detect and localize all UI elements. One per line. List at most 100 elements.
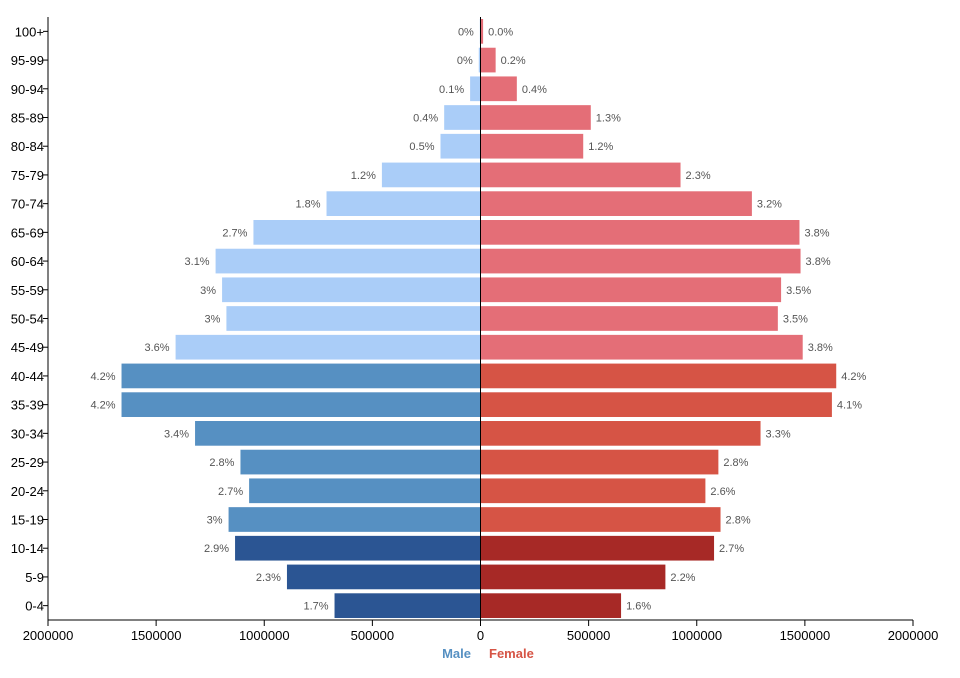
y-tick-label: 25-29	[11, 455, 44, 470]
x-tick-label: 2000000	[23, 628, 74, 643]
male-bar-15-19	[228, 507, 481, 532]
y-tick-label: 50-54	[11, 312, 44, 327]
male-percent-label: 2.3%	[256, 572, 281, 584]
female-bars	[480, 19, 837, 618]
y-tick-label: 0-4	[25, 599, 44, 614]
male-percent-label: 4.2%	[90, 400, 115, 412]
x-tick-label: 1500000	[780, 628, 831, 643]
male-percent-label: 1.2%	[351, 170, 376, 182]
y-tick-label: 80-84	[11, 139, 44, 154]
female-percent-label: 4.1%	[837, 400, 862, 412]
female-bar-95-99	[480, 47, 496, 73]
male-bar-95-99	[478, 47, 481, 73]
male-percent-label: 0.1%	[439, 84, 464, 96]
x-tick-label: 2000000	[888, 628, 939, 643]
male-percent-label: 3%	[200, 285, 216, 297]
male-bars	[121, 19, 481, 618]
male-bar-60-64	[215, 248, 481, 274]
female-percent-label: 3.5%	[783, 314, 808, 326]
y-tick-label: 15-19	[11, 513, 44, 528]
male-percent-label: 2.9%	[204, 543, 229, 555]
female-bar-40-44	[480, 363, 837, 389]
x-tick-label: 500000	[567, 628, 610, 643]
male-bar-40-44	[121, 363, 481, 389]
male-bar-55-59	[222, 277, 481, 303]
male-bar-90-94	[470, 76, 481, 102]
female-percent-label: 3.8%	[806, 256, 831, 268]
legend: Male Female	[442, 646, 534, 661]
female-bar-85-89	[480, 105, 591, 130]
y-tick-label: 45-49	[11, 340, 44, 355]
y-tick-label: 95-99	[11, 53, 44, 68]
female-percent-label: 1.2%	[588, 141, 613, 153]
female-percent-label: 1.3%	[596, 113, 621, 125]
x-tick-label: 500000	[351, 628, 394, 643]
male-percent-label: 0%	[457, 55, 473, 67]
female-bar-55-59	[480, 277, 782, 303]
female-bar-65-69	[480, 220, 800, 245]
male-percent-label: 2.7%	[218, 486, 243, 498]
male-bar-5-9	[286, 564, 481, 590]
female-bar-100+	[480, 19, 484, 44]
female-percent-label: 3.8%	[804, 227, 829, 239]
female-bar-15-19	[480, 507, 721, 532]
female-bar-0-4	[480, 593, 622, 618]
female-percent-label: 2.7%	[719, 543, 744, 555]
female-percent-label: 2.3%	[686, 170, 711, 182]
female-bar-5-9	[480, 564, 666, 590]
male-bar-45-49	[175, 334, 481, 360]
female-percent-label: 0.0%	[488, 26, 513, 38]
female-bar-45-49	[480, 334, 803, 360]
male-percent-label: 3%	[205, 314, 221, 326]
y-tick-label: 55-59	[11, 283, 44, 298]
female-bar-30-34	[480, 421, 761, 446]
female-percent-label: 2.8%	[726, 515, 751, 527]
percent-labels: 0% 0.0% 0% 0.2% 0.1% 0.4% 0.4% 1.3% 0.5% 1.2% 1.2%…	[90, 26, 866, 612]
male-percent-label: 2.7%	[222, 227, 247, 239]
male-percent-label: 3.6%	[145, 342, 170, 354]
male-bar-50-54	[226, 306, 481, 331]
male-percent-label: 4.2%	[90, 371, 115, 383]
female-percent-label: 0.2%	[501, 55, 526, 67]
female-bar-25-29	[480, 449, 719, 475]
female-percent-label: 3.5%	[786, 285, 811, 297]
female-bar-70-74	[480, 191, 752, 216]
male-bar-30-34	[195, 421, 481, 446]
male-bar-0-4	[334, 593, 481, 618]
male-bar-25-29	[240, 449, 481, 475]
y-tick-label: 35-39	[11, 398, 44, 413]
female-percent-label: 3.8%	[808, 342, 833, 354]
male-bar-80-84	[440, 133, 481, 159]
legend-female-label: Female	[489, 646, 534, 661]
x-tick-label: 1500000	[131, 628, 182, 643]
x-tick-label: 1000000	[239, 628, 290, 643]
x-tick-label: 1000000	[671, 628, 722, 643]
female-bar-50-54	[480, 306, 778, 331]
y-tick-label: 65-69	[11, 225, 44, 240]
female-bar-20-24	[480, 478, 706, 504]
female-bar-60-64	[480, 248, 801, 274]
y-tick-label: 5-9	[25, 570, 44, 585]
male-bar-20-24	[249, 478, 481, 504]
male-percent-label: 2.8%	[209, 457, 234, 469]
female-percent-label: 3.2%	[757, 199, 782, 211]
male-percent-label: 3.1%	[185, 256, 210, 268]
y-tick-label: 70-74	[11, 197, 44, 212]
male-bar-10-14	[235, 535, 481, 561]
legend-male-label: Male	[442, 646, 471, 661]
female-percent-label: 2.8%	[723, 457, 748, 469]
male-bar-35-39	[121, 392, 481, 417]
female-percent-label: 2.6%	[710, 486, 735, 498]
female-percent-label: 2.2%	[670, 572, 695, 584]
female-bar-35-39	[480, 392, 832, 417]
female-percent-label: 0.4%	[522, 84, 547, 96]
y-tick-label: 30-34	[11, 426, 44, 441]
male-bar-85-89	[444, 105, 481, 130]
y-tick-label: 40-44	[11, 369, 44, 384]
male-bar-65-69	[253, 220, 481, 245]
y-tick-label: 90-94	[11, 82, 44, 97]
x-axis-ticks: 2000000 1500000 1000000 500000 0 500000 100000…	[23, 620, 939, 643]
x-tick-label: 0	[477, 628, 484, 643]
male-percent-label: 1.8%	[295, 199, 320, 211]
